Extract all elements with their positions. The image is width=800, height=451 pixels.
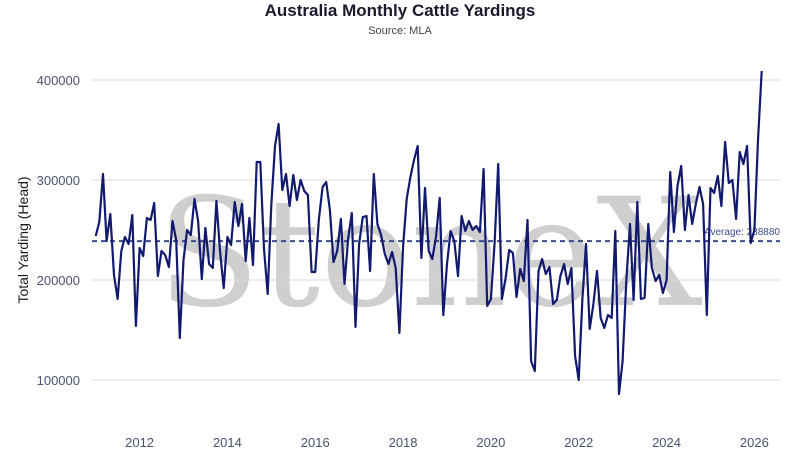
y-axis-label: Total Yarding (Head) [15,176,31,303]
y-axis-ticks: 100000 200000 300000 400000 [37,73,80,388]
series-line-cattle-yardings [94,70,763,396]
chart-title: Australia Monthly Cattle Yardings [265,1,536,20]
x-tick-label: 2016 [301,435,330,450]
y-tick-label: 300000 [37,173,80,188]
x-tick-label: 2012 [125,435,154,450]
x-tick-label: 2014 [213,435,242,450]
grid-lines [92,79,780,381]
x-tick-label: 2020 [476,435,505,450]
chart-subtitle: Source: MLA [368,25,432,37]
x-axis-ticks: 2012 2014 2016 2018 2020 2022 2024 2026 [125,435,769,450]
average-label: Average: 238880 [704,227,780,238]
x-tick-label: 2024 [652,435,681,450]
x-tick-label: 2018 [389,435,418,450]
y-tick-label: 400000 [37,73,80,88]
x-tick-label: 2026 [740,435,769,450]
y-tick-label: 200000 [37,273,80,288]
y-tick-label: 100000 [37,373,80,388]
x-tick-label: 2022 [564,435,593,450]
